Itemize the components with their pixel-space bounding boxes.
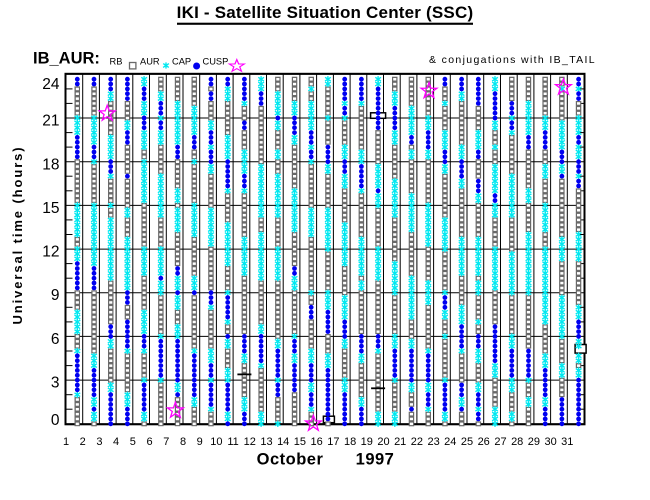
svg-text:3: 3 — [96, 436, 102, 448]
svg-text:18: 18 — [42, 157, 59, 174]
svg-text:10: 10 — [210, 436, 222, 448]
svg-text:1: 1 — [63, 436, 69, 448]
svg-text:24: 24 — [444, 436, 456, 448]
svg-text:October: October — [257, 451, 324, 469]
svg-text:2: 2 — [80, 436, 86, 448]
svg-text:27: 27 — [494, 436, 506, 448]
svg-text:31: 31 — [561, 436, 573, 448]
svg-text:19: 19 — [361, 436, 373, 448]
svg-text:IKI - Satellite Situation Cent: IKI - Satellite Situation Center (SSC) — [177, 3, 474, 22]
svg-text:RB: RB — [110, 57, 123, 67]
svg-text:Universal time (hours): Universal time (hours) — [10, 145, 25, 324]
svg-text:15: 15 — [294, 436, 306, 448]
svg-text:26: 26 — [478, 436, 490, 448]
svg-text:25: 25 — [461, 436, 473, 448]
svg-text:28: 28 — [511, 436, 523, 448]
svg-text:23: 23 — [427, 436, 439, 448]
svg-text:24: 24 — [42, 76, 60, 93]
svg-text:CAP: CAP — [172, 57, 191, 67]
svg-text:1997: 1997 — [356, 451, 395, 469]
svg-text:17: 17 — [327, 436, 339, 448]
svg-text:30: 30 — [544, 436, 556, 448]
svg-text:9: 9 — [197, 436, 203, 448]
svg-text:0: 0 — [51, 412, 60, 429]
svg-text:CUSP: CUSP — [203, 57, 229, 67]
svg-text:3: 3 — [51, 375, 60, 392]
svg-text:21: 21 — [42, 113, 59, 130]
svg-text:& conjugations with IB_TAIL: & conjugations with IB_TAIL — [429, 54, 596, 66]
svg-text:14: 14 — [277, 436, 289, 448]
svg-text:16: 16 — [310, 436, 322, 448]
svg-text:9: 9 — [51, 287, 60, 304]
svg-text:6: 6 — [51, 331, 60, 348]
svg-text:8: 8 — [180, 436, 186, 448]
svg-text:13: 13 — [260, 436, 272, 448]
svg-text:4: 4 — [113, 436, 119, 448]
svg-text:22: 22 — [411, 436, 423, 448]
svg-text:21: 21 — [394, 436, 406, 448]
svg-text:29: 29 — [528, 436, 540, 448]
svg-text:7: 7 — [163, 436, 169, 448]
svg-text:15: 15 — [42, 200, 59, 217]
svg-text:11: 11 — [227, 436, 238, 448]
svg-text:20: 20 — [377, 436, 389, 448]
svg-text:AUR: AUR — [140, 57, 160, 67]
svg-text:12: 12 — [244, 436, 256, 448]
svg-text:12: 12 — [42, 243, 59, 260]
svg-text:IB_AUR:: IB_AUR: — [33, 50, 100, 68]
svg-text:18: 18 — [344, 436, 356, 448]
svg-text:5: 5 — [130, 436, 136, 448]
svg-text:6: 6 — [146, 436, 152, 448]
